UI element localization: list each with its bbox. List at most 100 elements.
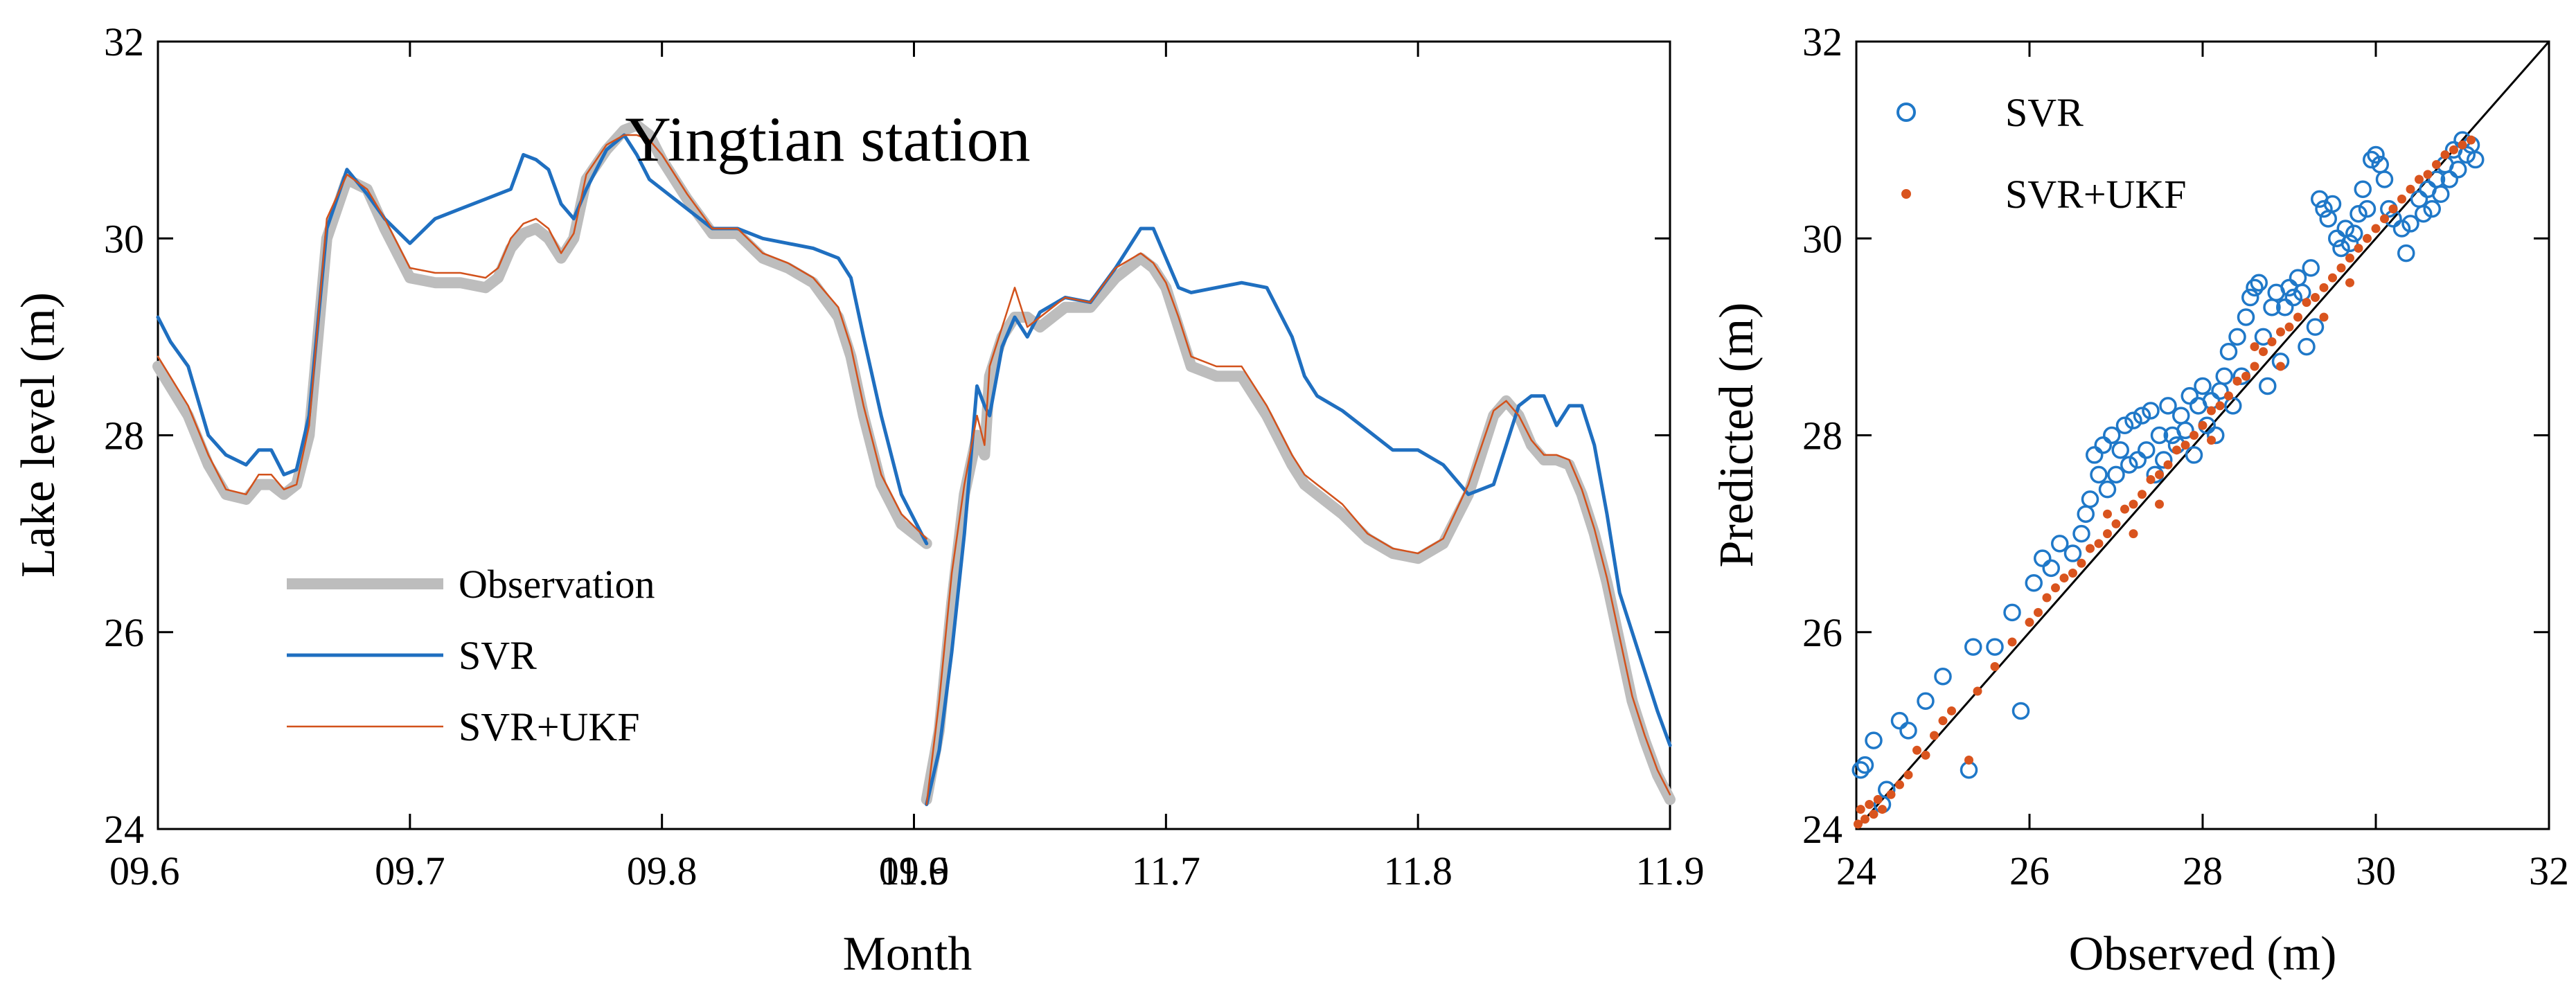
scatter-point-svr [2440,170,2458,188]
scatter-point-svr-ukf [2388,204,2398,214]
scatter-point-svr-ukf [2276,327,2285,337]
scatter-point-svr [2086,446,2104,464]
scatter-point-svr-ukf [2198,420,2208,430]
scatter-chart: 24 26 28 30 32 24 26 28 30 32 Observed (m) Predi… [1710,19,2569,981]
scatter-point-svr [2401,215,2419,233]
scatter-point-svr [2185,446,2203,464]
scatter-point-svr-ukf [2155,470,2164,479]
scatter-point-svr [2176,421,2194,440]
scatter-point-svr-ukf [2415,175,2424,184]
scatter-point-svr [2289,269,2307,287]
timeseries-x-axis-label: Month [843,927,972,981]
timeseries-x-tick-label: 11.8 [1383,848,1452,893]
scatter-point-svr-ukf [1869,810,1878,819]
scatter-point-svr [2241,288,2259,307]
scatter-point-svr [2115,416,2134,435]
scatter-point-svr [1960,760,1978,779]
scatter-point-svr [2098,480,2117,499]
scatter-point-svr-ukf [2129,499,2138,509]
scatter-point-svr [2458,145,2476,164]
scatter-point-svr [2142,402,2160,420]
timeseries-lines [152,119,1676,806]
scatter-point-svr [2250,274,2268,292]
timeseries-y-tick-label: 32 [104,19,144,64]
scatter-point-svr-ukf [1938,716,1948,726]
scatter-point-svr-ukf [2120,504,2129,514]
scatter-point-svr [2219,342,2238,361]
scatter-point-svr [2340,234,2359,253]
scatter-point-svr [2410,190,2428,208]
scatter-point-svr [2358,199,2377,218]
scatter-y-tick-label: 24 [1802,807,1842,852]
scatter-point-svr [2224,397,2242,415]
scatter-y-axis-label: Predicted (m) [1710,303,1764,568]
timeseries-y-tick-label: 30 [104,216,144,261]
scatter-point-svr-ukf [1854,819,1863,829]
scatter-point-svr-ukf [2267,337,2277,346]
scatter-point-svr [2276,298,2294,317]
timeseries-x-tick-label: 09.8 [627,848,698,893]
scatter-point-svr-ukf [2051,583,2060,593]
scatter-y-tick-label: 28 [1802,413,1842,458]
scatter-point-svr-ukf [1930,731,1939,740]
scatter-point-svr [2259,377,2277,395]
scatter-point-svr [2124,411,2142,429]
scatter-point-svr-ukf [2077,558,2086,568]
legend-swatch-svr [1897,103,1916,122]
scatter-point-svr [1890,711,1909,730]
scatter-point-svr-ukf [1878,805,1887,814]
scatter-point-svr [2323,195,2342,213]
scatter-point-svr-ukf [2354,243,2363,253]
scatter-point-svr-ukf [2311,293,2320,303]
scatter-point-svr [2207,426,2225,445]
timeseries-x-tick-label: 09.7 [375,848,445,893]
legend-label: SVR+UKF [2005,172,2187,217]
scatter-point-svr [2319,210,2337,228]
scatter-y-ticks: 24 26 28 30 32 [1802,19,2549,852]
scatter-point-svr [2172,407,2190,425]
scatter-point-svr [2449,161,2467,179]
scatter-point-svr [1851,760,1869,779]
scatter-point-svr-ukf [1856,805,1865,814]
scatter-point-svr-ukf [2232,376,2242,386]
scatter-x-ticks: 24 26 28 30 32 [1836,42,2569,893]
scatter-point-svr-ukf [1903,770,1913,780]
scatter-point-svr-ukf [2458,140,2467,150]
scatter-point-svr [2051,535,2069,553]
scatter-point-svr [2415,204,2433,223]
timeseries-x-tick-label: 11.6 [880,848,948,893]
scatter-point-svr-ukf [1964,756,1973,765]
scatter-point-svr-ukf [2207,406,2216,416]
scatter-point-svr-ukf [2467,135,2476,145]
scatter-point-svr [2129,451,2147,469]
scatter-point-svr-ukf [2293,312,2302,322]
scatter-point-svr [2111,441,2129,459]
legend-label: SVR [2005,90,2084,135]
scatter-point-svr-ukf [1921,750,1930,760]
scatter-point-svr-ukf [2336,263,2346,273]
legend-label: SVR [459,633,537,678]
scatter-point-svr-ukf [2215,401,2225,411]
timeseries-series-svr-ukf [157,134,1671,805]
scatter-point-svr-ukf [1947,706,1956,715]
scatter-y-tick-label: 32 [1802,19,1842,64]
scatter-legend: SVR SVR+UKF [1897,90,2187,217]
scatter-point-svr [2159,397,2177,415]
scatter-point-svr-ukf [2086,544,2095,553]
scatter-point-svr [2072,524,2090,543]
scatter-point-svr-ukf [2328,273,2337,283]
scatter-point-svr [2254,328,2273,346]
timeseries-legend: Observation SVR SVR+UKF [287,562,655,749]
scatter-point-svr [2120,456,2138,474]
scatter-point-svr-ukf [1895,780,1904,790]
scatter-reference-line [1855,41,2550,830]
scatter-point-svr [1878,781,1896,799]
scatter-y-tick-label: 30 [1802,216,1842,261]
scatter-point-svr-ukf [2371,224,2381,233]
scatter-point-svr-ukf [2397,194,2406,204]
scatter-point-svr [2284,288,2302,307]
scatter-point-svr [2332,239,2350,258]
scatter-point-svr-ukf [2406,184,2415,194]
scatter-point-svr-ukf [2094,539,2104,549]
scatter-point-svr [2315,199,2333,218]
